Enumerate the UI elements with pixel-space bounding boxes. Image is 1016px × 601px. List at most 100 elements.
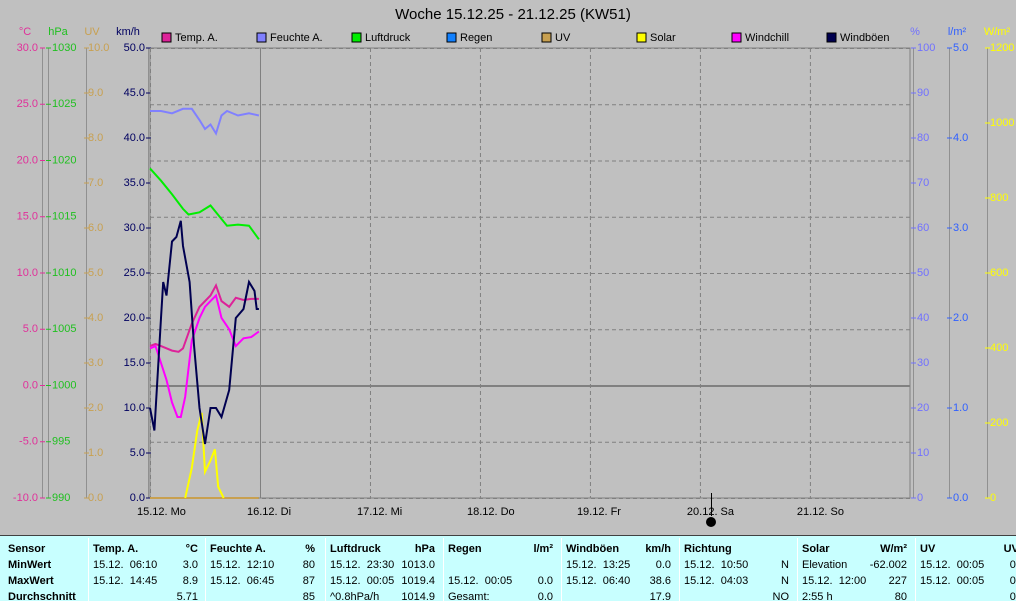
cell-value: 0.0 <box>538 575 553 587</box>
y-tick-label: 15.0 <box>17 211 38 223</box>
legend-label: Temp. A. <box>175 32 218 44</box>
y-tick-label: 6.0 <box>88 222 103 234</box>
column-unit: W/m² <box>880 543 907 555</box>
y-tick-label: 200 <box>990 417 1008 429</box>
column-unit: hPa <box>415 543 436 555</box>
y-tick-label: 1010 <box>52 267 76 279</box>
series-line <box>149 282 259 353</box>
y-tick-label: 4.0 <box>953 132 968 144</box>
cell-value: 80 <box>895 591 907 601</box>
y-tick-label: 3.0 <box>953 222 968 234</box>
column-unit: °C <box>186 543 198 555</box>
y-tick-label: 30.0 <box>124 222 145 234</box>
y-tick-label: 400 <box>990 342 1008 354</box>
column-header: Richtung <box>684 543 732 555</box>
cell-value: 1019.4 <box>401 575 435 587</box>
y-tick-label: 0.0 <box>953 492 968 504</box>
y-tick-label: 1.0 <box>953 402 968 414</box>
y-tick-label: 35.0 <box>124 177 145 189</box>
legend-label: Windchill <box>745 32 789 44</box>
cell-time: Gesamt: <box>448 591 490 601</box>
y-tick-label: 2.0 <box>953 312 968 324</box>
cell-value: 227 <box>889 575 907 587</box>
series-line <box>150 107 260 136</box>
legend-label: Windböen <box>840 32 890 44</box>
column-header: Luftdruck <box>330 543 382 555</box>
column-unit: l/m² <box>533 543 553 555</box>
cell-value: N <box>781 575 789 587</box>
y-tick-label: 3.0 <box>88 357 103 369</box>
cell-value: N <box>781 559 789 571</box>
y-tick-label: 1000 <box>52 379 76 391</box>
y-tick-label: 1030 <box>52 42 76 54</box>
cell-value: 3.0 <box>183 559 198 571</box>
cell-value: 8.9 <box>183 575 198 587</box>
cell-time: 15.12. 00:05 <box>448 575 512 587</box>
y-tick-label: 25.0 <box>124 267 145 279</box>
y-tick-label: 1.0 <box>88 447 103 459</box>
y-tick-label: 15.0 <box>124 357 145 369</box>
cell-value: NO <box>773 591 790 601</box>
legend-swatch <box>351 32 362 43</box>
column-header: Feuchte A. <box>210 543 266 555</box>
series-line <box>149 293 260 418</box>
y-tick-label: 0 <box>990 492 996 504</box>
cell-time: 15.12. 06:10 <box>93 559 157 571</box>
cell-value: 0.0 <box>538 591 553 601</box>
x-tick-label: 19.12. Fr <box>577 506 621 518</box>
cell-time: ^0.8hPa/h <box>330 591 379 601</box>
cell-value: 1014.9 <box>401 591 435 601</box>
y-tick-label: -10.0 <box>13 492 38 504</box>
cell-value: 0.0 <box>1010 591 1016 601</box>
axis-unit: km/h <box>116 26 140 38</box>
y-tick-label: 45.0 <box>124 87 145 99</box>
axis-unit: hPa <box>48 26 68 38</box>
column-header: UV <box>920 543 936 555</box>
cell-time: 15.12. 13:25 <box>566 559 630 571</box>
cell-time: 15.12. 10:50 <box>684 559 748 571</box>
table-background <box>0 536 1016 601</box>
axis-unit: °C <box>19 26 31 38</box>
y-tick-label: 0.0 <box>130 492 145 504</box>
y-tick-label: 20 <box>917 402 929 414</box>
y-tick-label: 990 <box>52 492 70 504</box>
y-tick-label: 20.0 <box>17 154 38 166</box>
y-tick-label: 1005 <box>52 323 76 335</box>
y-tick-label: 0 <box>917 492 923 504</box>
cell-time: 15.12. 23:30 <box>330 559 394 571</box>
y-tick-label: 995 <box>52 436 70 448</box>
y-tick-label: 5.0 <box>953 42 968 54</box>
cell-time: 15.12. 12:10 <box>210 559 274 571</box>
y-tick-label: 800 <box>990 192 1008 204</box>
legend-label: Luftdruck <box>365 32 411 44</box>
y-tick-label: 10.0 <box>17 267 38 279</box>
axis-unit: % <box>910 26 920 38</box>
cell-value: 38.6 <box>650 575 671 587</box>
y-tick-label: 1025 <box>52 98 76 110</box>
x-tick-label: 17.12. Mi <box>357 506 402 518</box>
y-tick-label: 10.0 <box>124 402 145 414</box>
y-tick-label: 40 <box>917 312 929 324</box>
legend-swatch <box>636 32 647 43</box>
legend-label: UV <box>555 32 571 44</box>
y-tick-label: 5.0 <box>88 267 103 279</box>
x-tick-label: 18.12. Do <box>467 506 515 518</box>
y-tick-label: 0.0 <box>23 379 38 391</box>
y-tick-label: 80 <box>917 132 929 144</box>
y-tick-label: 1000 <box>990 117 1014 129</box>
cell-time: 15.12. 00:05 <box>920 559 984 571</box>
y-tick-label: 25.0 <box>17 98 38 110</box>
row-label: MaxWert <box>8 575 54 587</box>
cell-time: 15.12. 12:00 <box>802 575 866 587</box>
cell-value: 1013.0 <box>401 559 435 571</box>
y-tick-label: 40.0 <box>124 132 145 144</box>
column-unit: % <box>305 543 315 555</box>
chart-title: Woche 15.12.25 - 21.12.25 (KW51) <box>395 6 631 23</box>
legend-label: Regen <box>460 32 492 44</box>
y-tick-label: 1015 <box>52 211 76 223</box>
cell-time: 15.12. 06:40 <box>566 575 630 587</box>
cell-time: 15.12. 00:05 <box>330 575 394 587</box>
x-tick-label: 16.12. Di <box>247 506 291 518</box>
y-tick-label: 7.0 <box>88 177 103 189</box>
